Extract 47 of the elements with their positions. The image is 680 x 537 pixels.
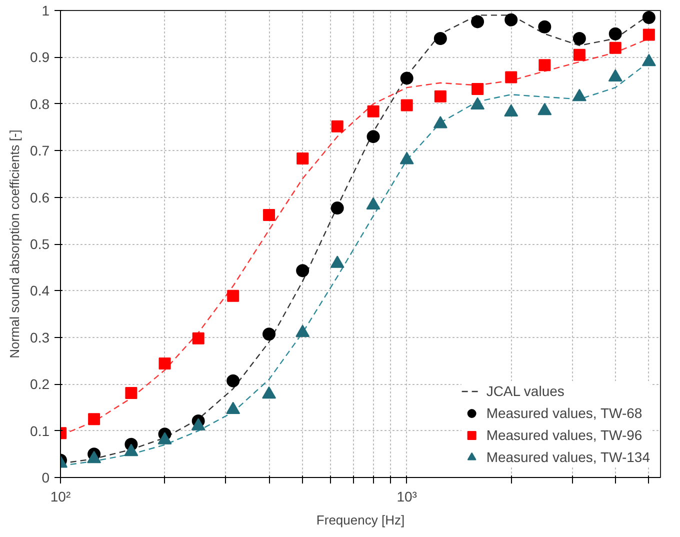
y-tick-label: 0 bbox=[42, 470, 50, 486]
legend-label: Measured values, TW-134 bbox=[486, 449, 650, 465]
legend-label: Measured values, TW-68 bbox=[486, 405, 642, 421]
point bbox=[609, 42, 622, 54]
point bbox=[330, 202, 344, 215]
y-tick-label: 0.2 bbox=[30, 376, 50, 392]
point bbox=[192, 332, 204, 344]
x-tick-label: 10² bbox=[50, 488, 71, 504]
point bbox=[400, 72, 414, 85]
point bbox=[572, 32, 586, 46]
point bbox=[434, 32, 447, 46]
point bbox=[573, 48, 586, 61]
y-axis-title: Normal sound absorption coefficients [-] bbox=[7, 130, 22, 358]
y-tick-label: 0.3 bbox=[30, 329, 50, 346]
point bbox=[331, 120, 344, 132]
point bbox=[296, 264, 310, 278]
point bbox=[400, 99, 413, 112]
point bbox=[505, 71, 518, 84]
point bbox=[296, 152, 309, 165]
point bbox=[367, 105, 380, 118]
y-tick-label: 0.1 bbox=[30, 422, 50, 439]
point bbox=[642, 28, 655, 41]
point bbox=[262, 328, 276, 341]
point bbox=[227, 290, 240, 302]
point bbox=[642, 11, 656, 24]
legend-label: JCAL values bbox=[486, 383, 564, 399]
y-tick-label: 0.9 bbox=[30, 49, 50, 66]
point bbox=[226, 374, 240, 388]
y-tick-label: 0.6 bbox=[30, 189, 50, 206]
point bbox=[504, 13, 518, 26]
point bbox=[125, 386, 138, 399]
point bbox=[608, 27, 622, 40]
y-tick-label: 0.8 bbox=[30, 96, 50, 112]
point bbox=[538, 59, 551, 72]
x-axis-title: Frequency [Hz] bbox=[316, 512, 405, 528]
point bbox=[88, 413, 100, 426]
y-tick-label: 0.4 bbox=[30, 282, 50, 299]
point bbox=[538, 20, 552, 34]
point bbox=[366, 130, 380, 144]
point bbox=[263, 209, 276, 222]
legend-label: Measured values, TW-96 bbox=[486, 427, 642, 443]
y-tick-label: 1 bbox=[42, 2, 50, 18]
y-tick-label: 0.7 bbox=[30, 142, 50, 159]
x-tick-label: 10³ bbox=[396, 488, 418, 504]
point bbox=[158, 358, 171, 370]
point bbox=[434, 90, 446, 102]
y-tick-label: 0.5 bbox=[30, 236, 50, 252]
